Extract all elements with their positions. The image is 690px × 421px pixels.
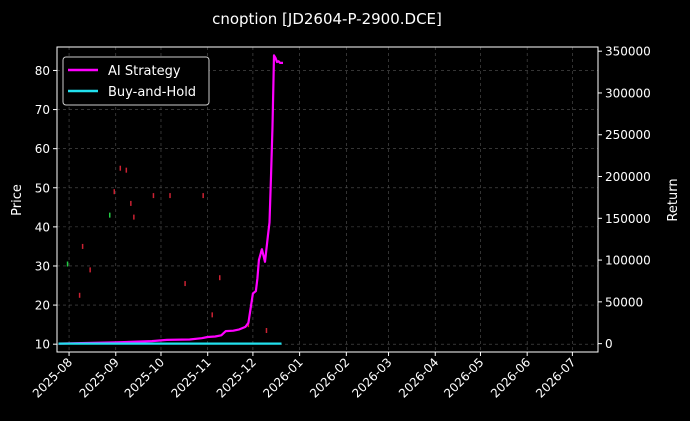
legend-label-ai-strategy: AI Strategy — [108, 64, 181, 79]
y-tick-label: 40 — [35, 220, 50, 234]
y2-tick-label: 100000 — [605, 254, 651, 268]
price-markers — [66, 165, 268, 333]
y2-tick-label: 300000 — [605, 86, 651, 100]
plot-frame — [56, 46, 599, 353]
y-axis-right: 0 50000 100000 150000 200000 250000 300000 3500… — [598, 45, 651, 351]
legend-label-buy-and-hold: Buy-and-Hold — [108, 85, 196, 100]
y-tick-label: 20 — [35, 299, 50, 313]
chart-title: cnoption [JD2604-P-2900.DCE] — [212, 10, 442, 28]
y-tick-label: 70 — [35, 103, 50, 117]
y-axis-label: Price — [10, 184, 25, 216]
y2-tick-label: 200000 — [605, 170, 651, 184]
y2-tick-label: 0 — [605, 337, 613, 351]
legend-box — [62, 56, 210, 106]
series-line-ai-strategy — [58, 54, 283, 345]
y-tick-label: 10 — [35, 338, 50, 352]
y-tick-label: 30 — [35, 259, 50, 273]
y2-tick-label: 250000 — [605, 128, 651, 142]
y2-tick-label: 50000 — [605, 295, 643, 309]
y-axis-left: 10 20 30 40 50 60 70 80 — [35, 64, 57, 352]
y-tick-label: 80 — [35, 64, 50, 78]
y-tick-label: 50 — [35, 181, 50, 195]
grid — [57, 47, 598, 352]
series-lines — [58, 54, 283, 345]
y2-tick-label: 150000 — [605, 212, 651, 226]
y2-tick-label: 350000 — [605, 45, 651, 59]
legend: AI Strategy Buy-and-Hold — [62, 56, 210, 106]
y2-axis-label: Return — [666, 178, 681, 221]
y-tick-label: 60 — [35, 142, 50, 156]
